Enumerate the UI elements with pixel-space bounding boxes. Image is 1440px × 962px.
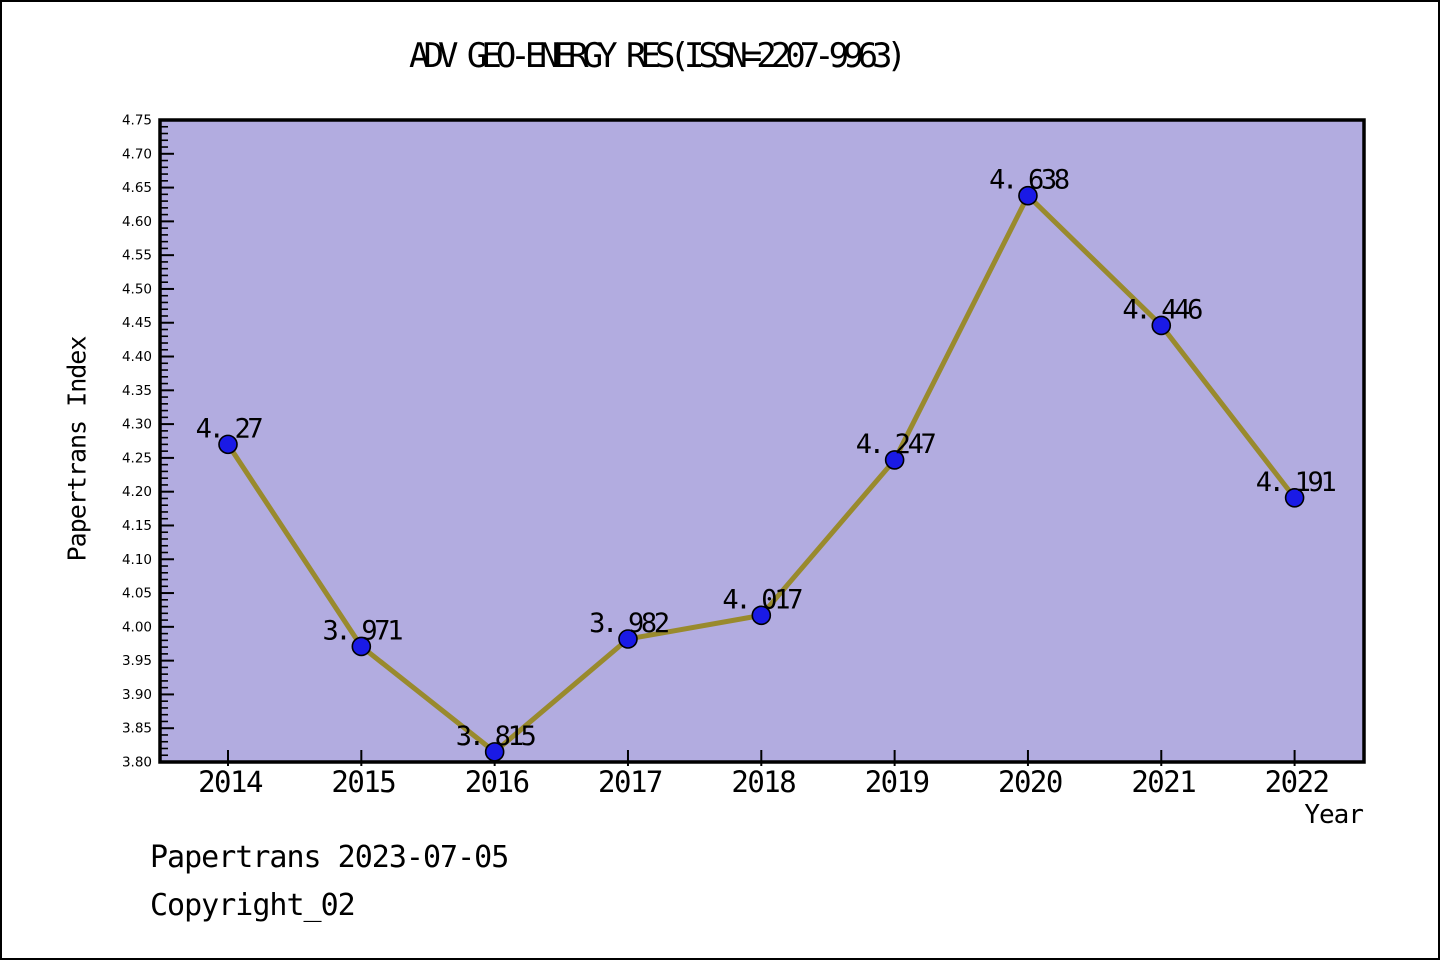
x-tick-label: 2019 [865,765,929,799]
x-tick-label: 2021 [1131,765,1195,799]
data-point [1151,315,1172,336]
chart-title: ADV GEO-ENERGY RES(ISSN=2207-9963) [409,36,907,76]
y-tick-label: 3.80 [122,755,152,771]
data-point-label: 4. 191 [1256,467,1336,498]
y-tick-label: 4.75 [122,113,152,129]
y-tick-label: 4.10 [122,552,152,568]
x-tick-label: 2018 [731,765,795,799]
data-point [1018,185,1038,206]
data-point-label: 4. 27 [196,413,263,444]
y-tick-label: 4.60 [122,214,152,230]
y-tick-label: 4.20 [122,484,152,500]
data-point-label: 4. 017 [722,584,802,615]
x-tick-label: 2016 [465,765,529,799]
data-point [884,450,905,470]
y-tick-label: 3.85 [122,721,152,737]
data-point-label: 4. 638 [989,165,1069,196]
y-tick-label: 4.65 [122,180,152,196]
footer-date: Papertrans 2023-07-05 [150,840,509,875]
y-tick-label: 4.70 [122,146,152,162]
y-tick-label: 4.40 [122,349,152,365]
y-tick-label: 4.15 [122,518,152,534]
y-tick-label: 4.35 [122,383,152,399]
data-point-label: 3. 982 [589,608,668,639]
data-point [751,605,772,626]
y-tick-label: 3.90 [122,687,152,703]
y-tick-label: 4.30 [122,417,152,433]
y-axis-title: Papertrans Index [62,336,92,562]
y-tick-label: 4.50 [122,281,152,297]
plot-background [160,120,1364,762]
footer-copyright: Copyright_02 [150,888,356,923]
plot-border [158,118,1366,764]
x-tick-label: 2022 [1265,765,1329,799]
y-tick-label: 4.05 [122,586,152,602]
data-point [1284,487,1305,508]
data-point-label: 4. 446 [1122,294,1202,325]
y-tick-label: 4.45 [122,315,152,331]
data-point [618,629,638,649]
y-tick-label: 4.25 [122,450,152,466]
x-axis-title: Year [1304,800,1364,830]
x-tick-label: 2020 [998,765,1062,799]
data-point [218,434,238,455]
x-tick-label: 2015 [331,765,395,799]
y-tick-label: 4.55 [122,248,152,264]
y-tick-label: 4.00 [122,619,152,635]
y-tick-label: 3.95 [122,653,152,669]
data-point [351,636,372,657]
data-point-label: 3. 971 [322,615,402,646]
x-tick-label: 2017 [598,765,662,799]
data-point-label: 3. 815 [456,721,536,752]
x-tick-label: 2014 [198,765,263,799]
data-point-label: 4. 247 [856,429,936,460]
